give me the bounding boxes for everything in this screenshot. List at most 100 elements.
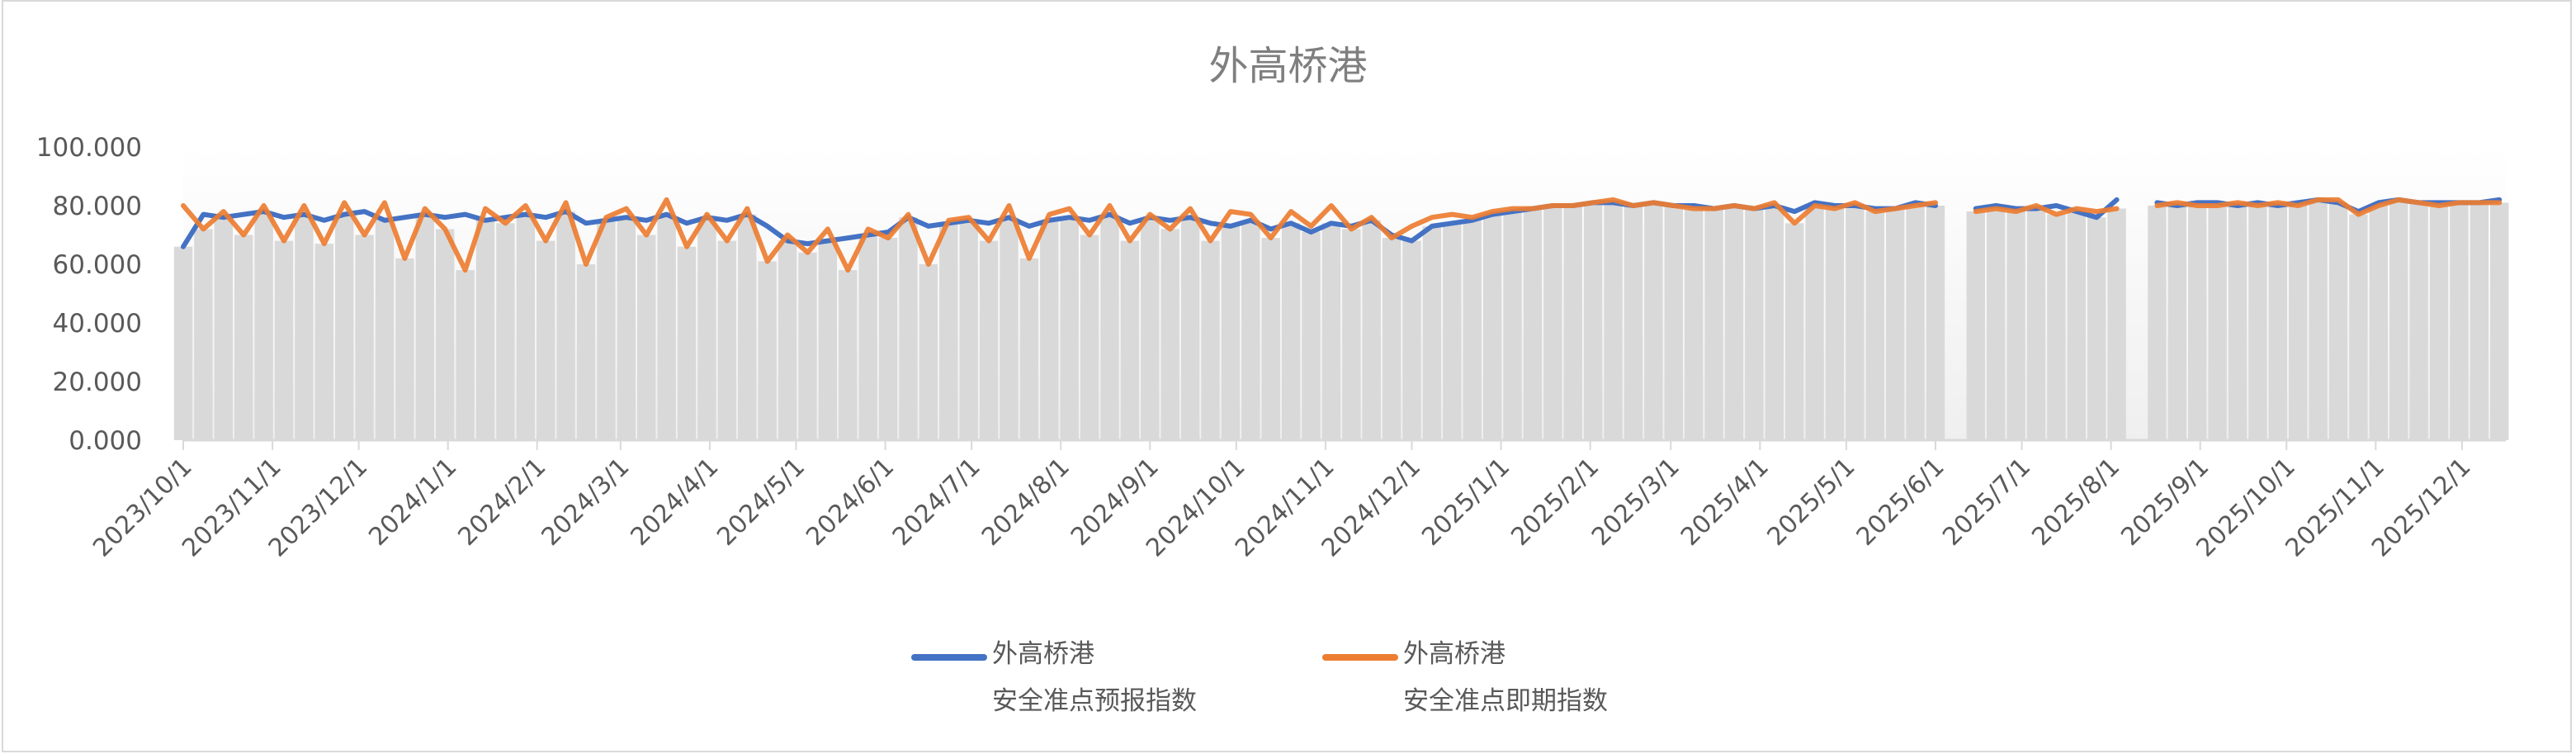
bar xyxy=(516,214,536,440)
bar xyxy=(2349,214,2368,440)
bar xyxy=(858,235,877,440)
bar xyxy=(2087,217,2106,440)
bar xyxy=(2450,202,2469,440)
bar xyxy=(758,261,777,440)
bar xyxy=(1362,220,1381,440)
bar xyxy=(395,258,414,440)
legend-label-line2: 安全准点预报指数 xyxy=(992,686,1197,716)
x-tick-label: 2024/6/1 xyxy=(801,453,900,552)
bar xyxy=(1019,258,1039,440)
bar xyxy=(234,235,253,440)
bar xyxy=(1422,225,1442,440)
bar xyxy=(2328,202,2348,440)
bar xyxy=(1784,223,1804,440)
bar xyxy=(677,246,697,440)
bar xyxy=(1482,214,1502,440)
bar xyxy=(1503,211,1522,440)
bar xyxy=(1986,208,2006,441)
bar xyxy=(1684,208,1704,441)
bar xyxy=(818,240,838,440)
chart-title: 外高桥港 xyxy=(1208,43,1368,89)
bar xyxy=(2067,211,2086,440)
bar xyxy=(1120,240,1140,440)
bar xyxy=(1966,211,1985,440)
legend-item-immediate[interactable]: 外高桥港 安全准点即期指数 xyxy=(1322,638,1608,725)
legend-swatch-orange xyxy=(1322,654,1398,661)
bar xyxy=(2228,206,2248,440)
bar xyxy=(1906,206,1925,440)
bar xyxy=(1342,229,1361,440)
bar xyxy=(697,217,716,440)
x-tick-label: 2024/5/1 xyxy=(711,453,811,552)
bar xyxy=(2187,206,2207,440)
x-tick-label: 2025/8/1 xyxy=(2026,453,2125,552)
x-tick-label: 2024/3/1 xyxy=(536,453,635,552)
bar xyxy=(1100,214,1119,440)
bar xyxy=(1543,206,1562,440)
bar xyxy=(717,240,737,440)
legend-swatch-blue xyxy=(911,654,987,661)
bar xyxy=(1885,208,1905,441)
x-tick-label: 2024/1/1 xyxy=(363,453,462,552)
bar xyxy=(2268,206,2288,440)
bar xyxy=(617,217,636,440)
bar xyxy=(2470,202,2489,440)
bar xyxy=(2389,199,2408,440)
legend-label-line2: 安全准点即期指数 xyxy=(1403,686,1608,716)
bar xyxy=(194,229,213,440)
bar xyxy=(2006,211,2025,440)
y-tick-label: 100.000 xyxy=(36,133,142,163)
x-tick-label: 2024/7/1 xyxy=(887,453,986,552)
bar xyxy=(1604,202,1623,440)
bar xyxy=(536,240,555,440)
bar xyxy=(1926,206,1945,440)
bar xyxy=(899,217,918,440)
bar xyxy=(1080,235,1099,440)
bar xyxy=(1865,211,1884,440)
bar xyxy=(1321,223,1341,440)
legend-label-line1: 外高桥港 xyxy=(1403,639,1505,669)
bar xyxy=(2208,206,2227,440)
bar xyxy=(657,214,676,440)
bar xyxy=(1201,240,1220,440)
x-tick-label: 2024/4/1 xyxy=(626,453,725,552)
bar xyxy=(496,223,515,440)
x-tick-label: 2024/8/1 xyxy=(976,453,1075,552)
series-line-immediate xyxy=(181,197,2503,273)
bar xyxy=(1523,208,1543,441)
bar xyxy=(1160,229,1179,440)
bar xyxy=(214,217,234,440)
bar xyxy=(939,223,958,440)
bar xyxy=(436,229,455,440)
bar xyxy=(1040,220,1059,440)
y-tick-label: 20.000 xyxy=(53,368,142,397)
bar xyxy=(1302,231,1321,440)
bar xyxy=(1846,206,1865,440)
bar xyxy=(1805,206,1824,440)
bar xyxy=(1180,217,1200,440)
bar xyxy=(2369,206,2389,440)
bar xyxy=(1261,238,1280,440)
bar xyxy=(637,235,656,440)
bar xyxy=(1402,240,1421,440)
x-tick-label: 2025/6/1 xyxy=(1851,453,1950,552)
bar xyxy=(798,252,817,440)
bar xyxy=(2309,199,2328,440)
bar xyxy=(415,214,435,440)
bar xyxy=(254,211,273,440)
bar xyxy=(1724,206,1744,440)
bar xyxy=(1825,208,1845,441)
bar xyxy=(1241,220,1260,440)
x-tick-label: 2025/3/1 xyxy=(1586,453,1685,552)
bar xyxy=(1624,206,1643,440)
bar xyxy=(274,240,294,440)
bar xyxy=(2409,202,2428,440)
bar xyxy=(556,211,575,440)
bar xyxy=(2429,206,2449,440)
bar xyxy=(959,220,978,440)
legend-item-forecast[interactable]: 外高桥港 安全准点预报指数 xyxy=(911,638,1197,725)
bar xyxy=(2289,206,2308,440)
bar xyxy=(1745,208,1764,441)
bar xyxy=(979,240,999,440)
